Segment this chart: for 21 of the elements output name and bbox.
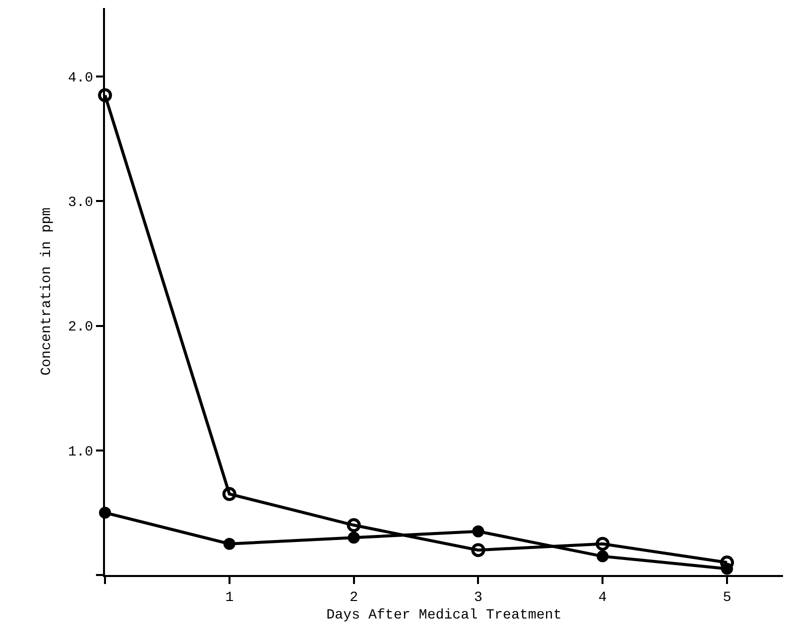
x-tick-label: 5	[722, 590, 732, 606]
point	[472, 525, 484, 538]
point	[721, 562, 734, 575]
x-axis-title: Days After Medical Treatment	[326, 608, 562, 624]
x-tick-label: 3	[474, 590, 482, 606]
x-tick-label: 2	[350, 590, 358, 606]
point	[222, 487, 236, 501]
y-tick-label: 2.0	[68, 320, 94, 336]
y-tick-label: 1.0	[68, 444, 94, 460]
point	[223, 538, 236, 550]
point	[596, 536, 610, 551]
point	[346, 518, 361, 532]
point	[471, 543, 486, 558]
point	[596, 550, 609, 562]
point	[348, 532, 360, 544]
y-axis-title: Concentration in ppm	[39, 207, 56, 376]
x-tick-label: 1	[225, 590, 234, 606]
y-tick-label: 4.0	[68, 70, 94, 86]
x-tick-label: 4	[598, 590, 607, 606]
point	[98, 88, 112, 102]
y-tick-label: 3.0	[68, 195, 94, 212]
